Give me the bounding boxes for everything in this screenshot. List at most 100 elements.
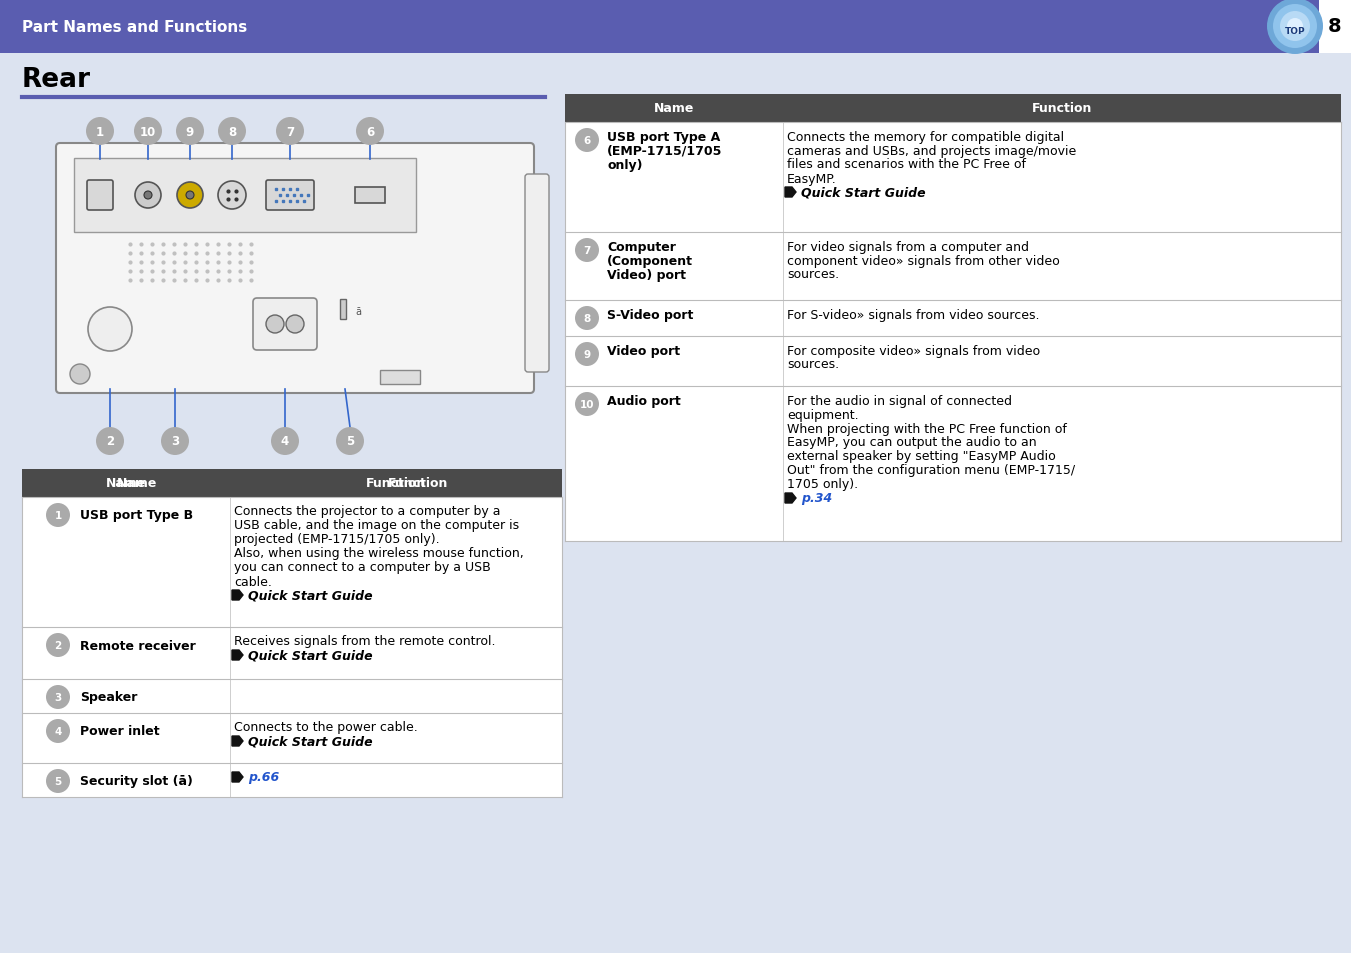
FancyBboxPatch shape	[55, 144, 534, 394]
Text: 2: 2	[54, 640, 62, 650]
Circle shape	[46, 503, 70, 527]
Circle shape	[576, 239, 598, 263]
Text: Function: Function	[366, 477, 426, 490]
Text: 5: 5	[54, 776, 62, 786]
Text: 9: 9	[186, 126, 195, 138]
FancyBboxPatch shape	[565, 301, 1342, 336]
Text: 7: 7	[286, 126, 295, 138]
Text: Part Names and Functions: Part Names and Functions	[22, 19, 247, 34]
Text: 4: 4	[281, 435, 289, 448]
Text: Function: Function	[388, 477, 449, 490]
Circle shape	[266, 315, 284, 334]
Text: 6: 6	[366, 126, 374, 138]
Text: p.34: p.34	[801, 492, 832, 505]
Text: you can connect to a computer by a USB: you can connect to a computer by a USB	[234, 561, 490, 574]
FancyBboxPatch shape	[380, 371, 420, 385]
Polygon shape	[785, 188, 796, 198]
Polygon shape	[232, 772, 243, 782]
Text: Rear: Rear	[22, 67, 91, 92]
Circle shape	[161, 428, 189, 456]
Circle shape	[86, 118, 113, 146]
Text: Video port: Video port	[607, 344, 680, 357]
FancyBboxPatch shape	[565, 233, 1342, 301]
Text: 8: 8	[1328, 17, 1342, 36]
FancyBboxPatch shape	[355, 188, 385, 204]
Text: Out" from the configuration menu (EMP-1715/: Out" from the configuration menu (EMP-17…	[788, 464, 1075, 477]
Circle shape	[1288, 19, 1302, 35]
FancyBboxPatch shape	[22, 470, 562, 497]
FancyBboxPatch shape	[565, 95, 1342, 123]
Text: EasyMP, you can output the audio to an: EasyMP, you can output the audio to an	[788, 436, 1036, 449]
Circle shape	[134, 118, 162, 146]
Text: 1705 only).: 1705 only).	[788, 478, 858, 491]
Text: Also, when using the wireless mouse function,: Also, when using the wireless mouse func…	[234, 547, 524, 560]
Circle shape	[1267, 0, 1323, 55]
Circle shape	[272, 428, 299, 456]
Text: Connects the projector to a computer by a: Connects the projector to a computer by …	[234, 505, 500, 518]
Circle shape	[96, 428, 124, 456]
Text: only): only)	[607, 158, 643, 172]
FancyBboxPatch shape	[526, 174, 549, 373]
Text: 1: 1	[96, 126, 104, 138]
Text: 7: 7	[584, 246, 590, 255]
Text: Remote receiver: Remote receiver	[80, 639, 196, 652]
Circle shape	[1273, 5, 1317, 49]
Text: 1: 1	[54, 511, 62, 520]
Polygon shape	[232, 650, 243, 660]
Circle shape	[218, 182, 246, 210]
Text: Quick Start Guide: Quick Start Guide	[801, 186, 925, 199]
Circle shape	[218, 118, 246, 146]
Circle shape	[186, 192, 195, 200]
Circle shape	[276, 118, 304, 146]
FancyBboxPatch shape	[1319, 0, 1351, 54]
Text: component video» signals from other video: component video» signals from other vide…	[788, 254, 1059, 267]
Text: For video signals from a computer and: For video signals from a computer and	[788, 240, 1029, 253]
Text: 2: 2	[105, 435, 113, 448]
Text: external speaker by setting "EasyMP Audio: external speaker by setting "EasyMP Audi…	[788, 450, 1055, 463]
Text: Function: Function	[1032, 102, 1092, 115]
FancyBboxPatch shape	[22, 470, 562, 497]
Text: For composite video» signals from video: For composite video» signals from video	[788, 344, 1040, 357]
Polygon shape	[785, 494, 796, 503]
Circle shape	[70, 365, 91, 385]
Circle shape	[46, 634, 70, 658]
Text: cameras and USBs, and projects image/movie: cameras and USBs, and projects image/mov…	[788, 144, 1077, 157]
Text: 3: 3	[54, 692, 62, 702]
Text: Video) port: Video) port	[607, 268, 686, 281]
Text: Audio port: Audio port	[607, 395, 681, 407]
Circle shape	[576, 393, 598, 416]
Text: 5: 5	[346, 435, 354, 448]
FancyBboxPatch shape	[22, 713, 562, 763]
Text: Quick Start Guide: Quick Start Guide	[249, 735, 373, 748]
Text: Connects to the power cable.: Connects to the power cable.	[234, 720, 417, 734]
Circle shape	[576, 129, 598, 152]
Circle shape	[46, 720, 70, 743]
FancyBboxPatch shape	[565, 387, 1342, 541]
Text: Quick Start Guide: Quick Start Guide	[249, 649, 373, 661]
Text: cable.: cable.	[234, 575, 272, 588]
Text: USB cable, and the image on the computer is: USB cable, and the image on the computer…	[234, 519, 519, 532]
Circle shape	[576, 343, 598, 367]
Circle shape	[135, 183, 161, 209]
Text: sources.: sources.	[788, 268, 839, 281]
Circle shape	[177, 183, 203, 209]
Text: 10: 10	[580, 399, 594, 410]
Polygon shape	[232, 737, 243, 746]
FancyBboxPatch shape	[22, 763, 562, 797]
Text: projected (EMP-1715/1705 only).: projected (EMP-1715/1705 only).	[234, 533, 439, 546]
Text: files and scenarios with the PC Free of: files and scenarios with the PC Free of	[788, 158, 1025, 172]
Text: (Component: (Component	[607, 254, 693, 267]
Polygon shape	[232, 590, 243, 600]
Text: For the audio in signal of connected: For the audio in signal of connected	[788, 395, 1012, 407]
Text: Receives signals from the remote control.: Receives signals from the remote control…	[234, 635, 496, 648]
Text: 6: 6	[584, 136, 590, 146]
Text: Name: Name	[654, 102, 694, 115]
Text: 3: 3	[172, 435, 180, 448]
FancyBboxPatch shape	[86, 181, 113, 211]
Text: Name: Name	[116, 477, 157, 490]
Circle shape	[176, 118, 204, 146]
Text: For S-video» signals from video sources.: For S-video» signals from video sources.	[788, 308, 1039, 321]
FancyBboxPatch shape	[340, 299, 346, 319]
Text: When projecting with the PC Free function of: When projecting with the PC Free functio…	[788, 422, 1067, 435]
Text: Power inlet: Power inlet	[80, 724, 159, 738]
